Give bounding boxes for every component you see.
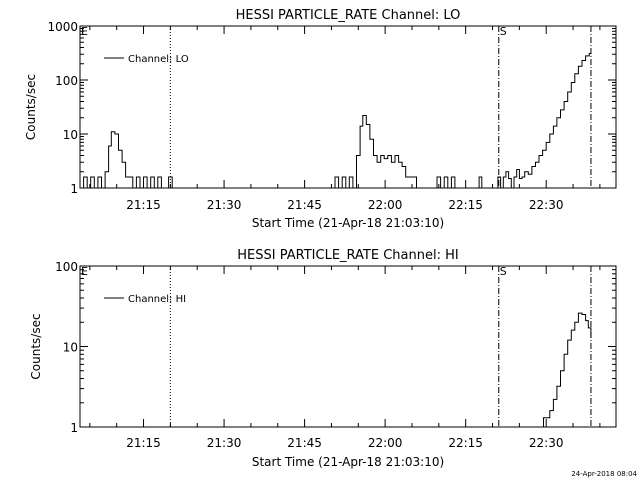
x-tick-label: 22:00	[368, 436, 403, 450]
legend-entry: Channel: LO	[128, 54, 189, 65]
x-tick-label: 22:30	[529, 198, 564, 212]
x-tick-label: 22:00	[368, 198, 403, 212]
x-tick-label: 22:15	[448, 198, 483, 212]
x-axis-label: Start Time (21-Apr-18 21:03:10)	[252, 216, 444, 230]
x-tick-label: 21:30	[207, 198, 242, 212]
x-tick-label: 21:30	[207, 436, 242, 450]
footer-stamp: 24-Apr-2018 08:04	[571, 470, 637, 478]
edge-label: E	[81, 265, 88, 278]
series-line-channel-hi	[542, 312, 592, 428]
legend-entry: Channel: HI	[128, 294, 186, 305]
y-tick-label: 10	[63, 128, 78, 142]
y-tick-label: 10	[63, 341, 78, 355]
y-axis-label: Counts/sec	[29, 313, 43, 379]
chart-title: HESSI PARTICLE_RATE Channel: LO	[236, 8, 461, 23]
y-tick-label: 100	[55, 260, 78, 274]
x-axis-label: Start Time (21-Apr-18 21:03:10)	[252, 455, 444, 469]
x-tick-label: 21:45	[287, 198, 322, 212]
y-tick-label: 100	[55, 74, 78, 88]
x-tick-label: 21:15	[126, 198, 161, 212]
x-tick-label: 22:15	[448, 436, 483, 450]
marker-label: S	[500, 265, 507, 278]
y-axis-label: Counts/sec	[24, 74, 38, 140]
x-tick-label: 21:45	[287, 436, 322, 450]
marker-label: S	[500, 25, 507, 38]
y-tick-label: 1	[70, 182, 78, 196]
y-tick-label: 1000	[47, 20, 78, 34]
x-tick-label: 22:30	[529, 436, 564, 450]
x-tick-label: 21:15	[126, 436, 161, 450]
plot-frame	[79, 265, 617, 428]
chart-panel-hi: HESSI PARTICLE_RATE Channel: HI 1 10 100 21:…	[29, 248, 617, 469]
series-line-channel-lo	[80, 52, 592, 189]
chart-title: HESSI PARTICLE_RATE Channel: HI	[237, 248, 458, 263]
y-tick-label: 1	[70, 421, 78, 435]
edge-label: E	[81, 25, 88, 38]
chart-panel-lo: HESSI PARTICLE_RATE Channel: LO 1 10 100 100…	[24, 8, 617, 230]
